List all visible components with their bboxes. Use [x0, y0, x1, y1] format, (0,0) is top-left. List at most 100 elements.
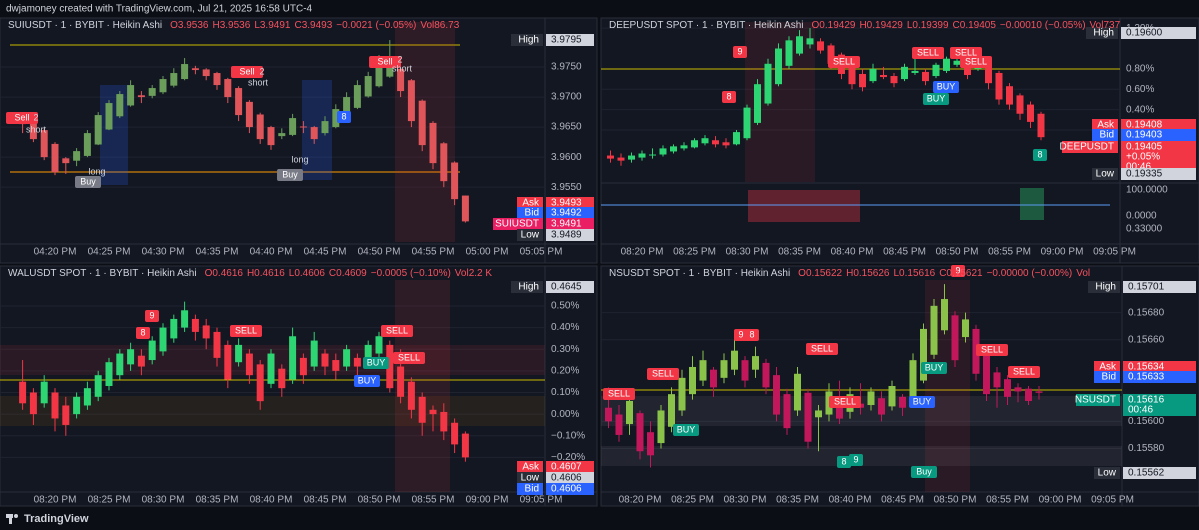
legend-symbol: SUIUSDT · 1 · BYBIT · Heikin Ashi: [8, 20, 162, 31]
candle-body: [310, 340, 318, 367]
x-tick-label: 08:20 PM: [619, 495, 662, 506]
candle-body: [920, 328, 927, 381]
candle-body: [267, 127, 275, 146]
tag-price: 0.19408: [1126, 120, 1163, 131]
signal-label: SELL: [834, 396, 856, 406]
tag-price: 0.15616: [1128, 395, 1165, 406]
signal-badge: [673, 424, 699, 436]
y-tick-label: 0.40%: [551, 322, 579, 333]
candle-body: [659, 148, 667, 155]
tag-price-box: [1121, 141, 1196, 173]
tag-price-box: [546, 34, 594, 46]
candle-body: [636, 413, 644, 452]
brand-logo: [6, 514, 18, 524]
candle-body: [764, 63, 772, 104]
tag-name: High: [1095, 282, 1116, 293]
legend-value: C3.9493: [294, 20, 332, 31]
candle-body: [930, 305, 938, 355]
tag-price-box: [1123, 361, 1196, 373]
x-tick-label: 09:00 PM: [1039, 495, 1082, 506]
tag-name: Ask: [1099, 362, 1117, 373]
x-tick-label: 08:35 PM: [196, 495, 239, 506]
signal-label: BUY: [367, 357, 386, 367]
tag-extra: 00:46: [1128, 405, 1153, 416]
candle-body: [429, 122, 437, 164]
signal-badge: [1008, 366, 1040, 378]
candle-body: [995, 72, 1003, 100]
signal-label: SELL: [235, 325, 257, 335]
signal-badge: [849, 454, 863, 466]
signal-badge: [921, 362, 947, 374]
signal-label: SELL: [1013, 366, 1035, 376]
candle-body: [213, 73, 221, 86]
signal-label: SELL: [833, 56, 855, 66]
tag-price: 0.15634: [1128, 362, 1165, 373]
candle-body: [785, 40, 793, 66]
tag-price: 0.19600: [1126, 28, 1163, 39]
panel: [600, 265, 1199, 507]
candle-body: [932, 64, 940, 77]
x-tick-label: 08:25 PM: [671, 495, 714, 506]
legend: DEEPUSDT SPOT · 1 · BYBIT · Heikin Ashi O…: [609, 20, 1121, 31]
panel: [0, 265, 598, 507]
x-tick-label: 08:55 PM: [412, 495, 455, 506]
y-tick-label: 0.10%: [551, 387, 579, 398]
candle-body: [127, 349, 135, 365]
signal-badge: [976, 344, 1008, 356]
candle-body: [1037, 113, 1045, 138]
x-tick-label: 05:05 PM: [520, 247, 563, 258]
zone: [601, 396, 1122, 426]
candle-body: [909, 360, 917, 403]
x-tick-label: 08:20 PM: [34, 495, 77, 506]
signal-badge: [923, 93, 949, 105]
header-title: dwjamoney created with TradingView.com, …: [6, 4, 313, 15]
candle-body: [731, 350, 738, 370]
candle-body: [815, 410, 822, 418]
tag-price-box: [546, 461, 594, 473]
candle-body: [1004, 379, 1011, 397]
tag-price: 0.19403: [1126, 130, 1163, 141]
candle-body: [626, 400, 633, 425]
candle-body: [953, 60, 961, 65]
candle-body: [733, 132, 740, 145]
candle-body: [213, 331, 221, 358]
tag-name-box: [517, 197, 543, 209]
candle-body: [181, 64, 189, 80]
candle-body: [332, 109, 340, 128]
candle-body: [869, 68, 877, 82]
tag-price: 0.15701: [1128, 282, 1165, 293]
indicator-tick-label: 0.33000: [1126, 224, 1163, 235]
candle-body: [429, 409, 437, 415]
candle-body: [364, 344, 372, 363]
tag-name-box: [511, 281, 543, 293]
candle-body: [773, 375, 780, 415]
candle-body: [699, 360, 707, 381]
candle-body: [1025, 388, 1032, 401]
signal-label: 9: [853, 454, 858, 464]
zone: [395, 280, 450, 492]
candle-body: [386, 344, 394, 389]
candle-body: [375, 67, 383, 87]
tag-name-box: [1088, 281, 1120, 293]
candle-body: [116, 94, 124, 117]
candle-body: [911, 70, 919, 73]
tag-name: High: [1093, 28, 1114, 39]
candle-body: [1035, 391, 1043, 393]
y-tick-label: 3.9600: [551, 152, 582, 163]
candle-body: [804, 392, 812, 442]
candle-body: [267, 353, 275, 384]
signal-badge: [745, 329, 759, 341]
tag-name-box: [1094, 361, 1120, 373]
candle-body: [137, 355, 145, 367]
legend-value: Vol737: [1090, 20, 1121, 31]
signal-note: short: [26, 124, 47, 134]
signal-badge: [363, 357, 389, 369]
candle-body: [159, 79, 167, 93]
x-tick-label: 04:45 PM: [304, 247, 347, 258]
signal-label: BUY: [927, 93, 946, 103]
signal-note: short: [392, 63, 413, 73]
candle-body: [245, 353, 253, 376]
candle-body: [710, 369, 717, 388]
tag-name: Ask: [1097, 120, 1115, 131]
candle-body: [386, 61, 394, 77]
